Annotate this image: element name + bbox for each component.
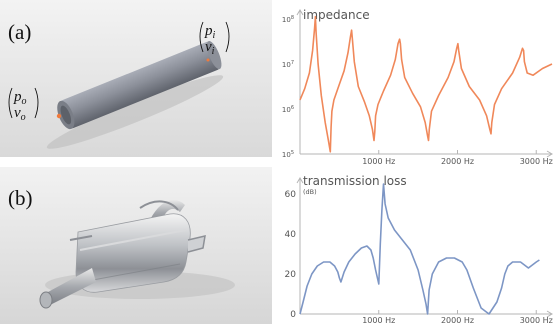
tube (57, 40, 222, 130)
impedance-y-tick-label: 108 (282, 15, 294, 24)
impedance-x-tick-label: 3000 Hz (520, 157, 553, 166)
impedance-y-arrow (296, 9, 304, 16)
impedance-series-line (299, 15, 553, 153)
tl-x-tick-label: 3000 Hz (520, 316, 553, 324)
transmission-loss-chart: transmission loss(dB) 60 40 20 0 1000 Hz 2000 … (285, 174, 553, 324)
panel-a-letter: (a) (8, 20, 31, 44)
hanger-rod (139, 200, 179, 211)
tl-series-line (299, 183, 540, 315)
tl-unit: (dB) (303, 188, 317, 196)
svg-text:vo: vo (14, 105, 26, 123)
tl-y-tick-label: 40 (285, 230, 297, 240)
outlet-pipe-end (39, 291, 53, 309)
panel-b-letter: (b) (8, 186, 33, 210)
tl-x-arrow (546, 310, 553, 318)
muffler (39, 200, 206, 309)
impedance-title: impedance (303, 8, 370, 22)
tube-shadow (46, 75, 224, 149)
svg-text:vi: vi (205, 39, 215, 57)
svg-text:po: po (13, 89, 27, 107)
impedance-y-tick-label: 107 (282, 60, 294, 69)
inlet-marker (206, 58, 210, 62)
bracket-right (187, 235, 206, 253)
muffler-seam (79, 229, 187, 251)
tl-y-tick-label: 60 (285, 190, 297, 200)
impedance-chart: impedance 108 107 106 105 1000 Hz 2000 Hz 3000 … (282, 8, 553, 166)
muffler-edge (81, 263, 181, 283)
impedance-x-tick-label: 1000 Hz (362, 157, 395, 166)
outlet-marker (56, 113, 62, 119)
panel-b: (b) (0, 167, 272, 324)
outlet-pipe (42, 268, 96, 306)
tl-title: transmission loss (303, 174, 407, 188)
impedance-x-arrow (546, 150, 553, 158)
impedance-y-tick-label: 105 (282, 150, 294, 159)
impedance-y-tick-label: 106 (282, 105, 294, 114)
tl-y-arrow (296, 177, 304, 184)
outlet-state-vector: po vo (8, 87, 39, 123)
tl-x-tick-label: 2000 Hz (441, 316, 474, 324)
tl-y-tick-label: 0 (290, 310, 296, 320)
inlet-state-vector: pi vi (199, 21, 230, 57)
svg-text:pi: pi (204, 23, 216, 41)
impedance-x-tick-label: 2000 Hz (441, 157, 474, 166)
bracket-left (69, 235, 93, 241)
tl-y-tick-label: 20 (285, 270, 297, 280)
tl-x-tick-label: 1000 Hz (362, 316, 395, 324)
panel-a: (a) pi vi po vo (0, 0, 272, 157)
